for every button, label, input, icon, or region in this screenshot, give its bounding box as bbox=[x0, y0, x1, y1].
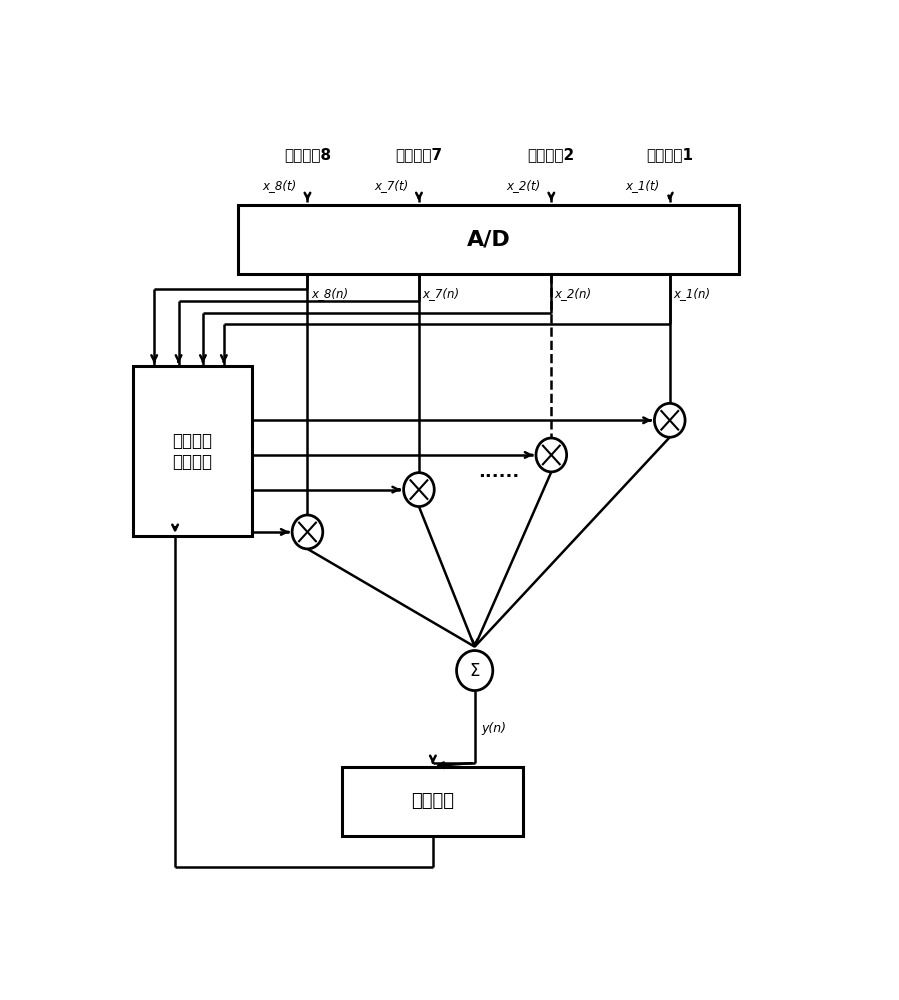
Circle shape bbox=[404, 473, 434, 507]
Bar bbox=[133, 366, 252, 536]
Text: Σ: Σ bbox=[469, 662, 480, 680]
Text: A/D: A/D bbox=[467, 229, 511, 249]
Circle shape bbox=[292, 515, 323, 549]
Text: 中频信号7: 中频信号7 bbox=[396, 147, 442, 162]
Circle shape bbox=[654, 403, 685, 437]
Text: x_7(t): x_7(t) bbox=[374, 179, 408, 192]
Text: x_1(t): x_1(t) bbox=[625, 179, 659, 192]
Text: x_8(t): x_8(t) bbox=[263, 179, 297, 192]
Text: 加权处理
通道校止: 加权处理 通道校止 bbox=[173, 432, 212, 471]
Text: x_1(n): x_1(n) bbox=[673, 287, 710, 300]
Text: x_7(n): x_7(n) bbox=[423, 287, 459, 300]
Bar bbox=[343, 767, 523, 836]
Text: x_8(n): x_8(n) bbox=[311, 287, 348, 300]
Text: 中频信号1: 中频信号1 bbox=[646, 147, 693, 162]
Text: ......: ...... bbox=[478, 463, 520, 481]
Text: 中频信号2: 中频信号2 bbox=[528, 147, 575, 162]
Text: 中频信号8: 中频信号8 bbox=[284, 147, 331, 162]
Circle shape bbox=[457, 651, 493, 691]
Bar bbox=[237, 205, 739, 274]
Text: 解调处理: 解调处理 bbox=[412, 792, 454, 810]
Circle shape bbox=[536, 438, 566, 472]
Text: x_2(n): x_2(n) bbox=[555, 287, 592, 300]
Text: x_2(t): x_2(t) bbox=[507, 179, 541, 192]
Text: y(n): y(n) bbox=[482, 722, 507, 735]
